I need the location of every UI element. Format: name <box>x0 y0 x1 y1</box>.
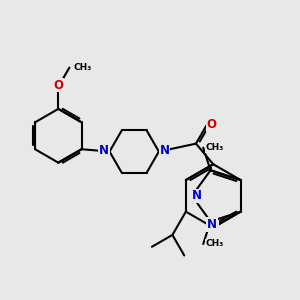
Text: N: N <box>207 218 217 231</box>
Text: N: N <box>208 221 218 234</box>
Text: CH₃: CH₃ <box>74 63 92 72</box>
Text: O: O <box>53 79 63 92</box>
Text: N: N <box>99 143 109 157</box>
Text: CH₃: CH₃ <box>205 143 224 152</box>
Text: CH₃: CH₃ <box>205 239 224 248</box>
Text: N: N <box>192 189 202 202</box>
Text: O: O <box>207 118 217 131</box>
Text: N: N <box>160 143 170 157</box>
